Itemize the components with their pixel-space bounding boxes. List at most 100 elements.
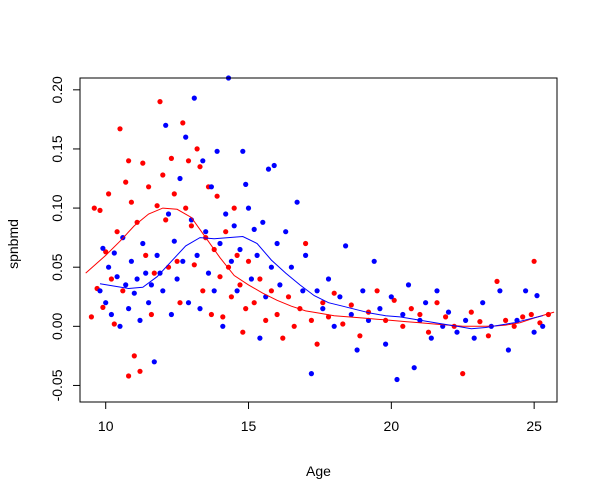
data-point-s1-105 — [540, 323, 546, 329]
data-point-s0-7 — [108, 276, 114, 282]
data-point-s0-14 — [126, 158, 132, 164]
y-tick-label-1: 0.00 — [49, 312, 65, 339]
data-point-s1-103 — [531, 329, 537, 335]
data-point-s0-57 — [251, 300, 257, 306]
data-point-s0-4 — [100, 304, 106, 310]
data-point-s0-56 — [245, 258, 252, 264]
data-point-s0-29 — [168, 155, 174, 161]
x-tick-label-15: 15 — [241, 418, 257, 434]
data-point-s1-59 — [265, 166, 272, 172]
data-point-s1-57 — [260, 219, 266, 225]
data-point-s0-38 — [194, 146, 200, 152]
data-point-s1-71 — [320, 306, 326, 312]
data-point-s0-68 — [314, 341, 320, 347]
data-point-s1-85 — [400, 311, 406, 318]
data-point-s1-66 — [294, 199, 300, 205]
data-point-s0-95 — [531, 258, 537, 264]
data-point-s1-75 — [343, 243, 349, 249]
data-point-s0-94 — [528, 311, 534, 318]
data-point-s1-52 — [245, 205, 252, 211]
data-point-s1-50 — [240, 148, 246, 154]
data-point-s1-72 — [325, 276, 332, 282]
data-point-s0-0 — [88, 314, 94, 320]
data-point-s1-49 — [237, 246, 243, 253]
data-point-s0-72 — [340, 321, 346, 327]
data-point-s1-65 — [288, 264, 294, 270]
data-point-s0-96 — [537, 320, 543, 326]
data-point-s0-83 — [434, 300, 440, 306]
data-point-s0-26 — [160, 172, 166, 178]
data-point-s0-13 — [126, 373, 132, 379]
data-point-s0-50 — [228, 294, 234, 300]
data-point-s0-82 — [425, 329, 432, 335]
data-point-s1-27 — [174, 276, 180, 282]
data-point-s1-35 — [197, 306, 203, 312]
data-point-s1-80 — [371, 258, 377, 264]
data-point-s1-38 — [205, 270, 212, 276]
data-point-s1-60 — [268, 264, 274, 270]
plot-frame — [79, 77, 558, 403]
data-point-s0-40 — [200, 288, 206, 294]
data-point-s1-78 — [360, 288, 366, 294]
data-point-s0-64 — [291, 323, 297, 329]
data-point-s0-92 — [511, 323, 517, 329]
data-point-s1-64 — [283, 229, 289, 235]
data-point-s0-91 — [503, 317, 509, 323]
data-point-s1-82 — [383, 341, 389, 347]
x-tick-label-10: 10 — [98, 418, 114, 434]
data-point-s1-2 — [103, 300, 109, 306]
data-point-s1-76 — [348, 311, 354, 318]
data-point-s0-73 — [348, 302, 354, 308]
data-point-s0-51 — [231, 205, 237, 211]
data-point-s0-21 — [146, 184, 152, 190]
data-point-s0-24 — [154, 203, 160, 209]
data-point-s0-71 — [331, 290, 337, 296]
data-point-s0-39 — [197, 164, 203, 170]
data-point-s1-9 — [123, 282, 129, 288]
data-point-s1-95 — [463, 317, 469, 323]
data-point-s1-62 — [274, 240, 280, 247]
data-point-s1-86 — [405, 282, 412, 288]
data-point-s1-94 — [454, 329, 460, 335]
data-point-s1-40 — [211, 288, 217, 294]
data-point-s1-22 — [160, 288, 166, 294]
data-point-s0-25 — [157, 99, 163, 105]
data-point-s0-88 — [477, 319, 483, 325]
data-point-s0-18 — [137, 368, 143, 374]
data-point-s0-58 — [257, 276, 263, 282]
data-point-s0-63 — [285, 294, 292, 300]
data-point-s0-48 — [223, 229, 229, 235]
data-point-s1-93 — [445, 309, 452, 315]
y-tick-label-5: 0.20 — [49, 76, 65, 103]
data-point-s0-93 — [520, 314, 526, 320]
data-point-s0-10 — [117, 126, 123, 132]
data-point-s1-48 — [234, 288, 240, 294]
data-point-s1-54 — [251, 226, 257, 232]
data-point-s0-70 — [325, 314, 332, 320]
data-point-s1-87 — [411, 365, 417, 371]
data-point-s1-20 — [154, 252, 160, 258]
y-axis-title: spnbmd — [5, 219, 21, 269]
data-point-s1-102 — [523, 288, 529, 294]
data-point-s0-22 — [148, 311, 154, 318]
data-point-s1-15 — [140, 240, 146, 247]
data-point-s1-28 — [177, 175, 183, 182]
data-point-s1-67 — [300, 288, 306, 294]
data-point-s0-81 — [417, 311, 423, 318]
data-point-s0-59 — [263, 317, 269, 323]
data-point-s1-39 — [208, 184, 214, 190]
points-layer — [88, 75, 552, 383]
data-point-s1-31 — [185, 300, 192, 306]
data-point-s1-17 — [146, 300, 152, 306]
data-point-s1-46 — [228, 258, 234, 264]
data-point-s0-78 — [391, 297, 397, 303]
data-point-s0-20 — [143, 252, 149, 258]
data-point-s1-56 — [257, 335, 263, 341]
data-point-s1-55 — [254, 252, 260, 258]
data-point-s1-5 — [111, 250, 117, 256]
data-point-s1-37 — [203, 229, 209, 235]
data-point-s1-79 — [365, 317, 372, 323]
data-point-s1-96 — [471, 335, 477, 341]
data-point-s0-1 — [91, 205, 97, 211]
